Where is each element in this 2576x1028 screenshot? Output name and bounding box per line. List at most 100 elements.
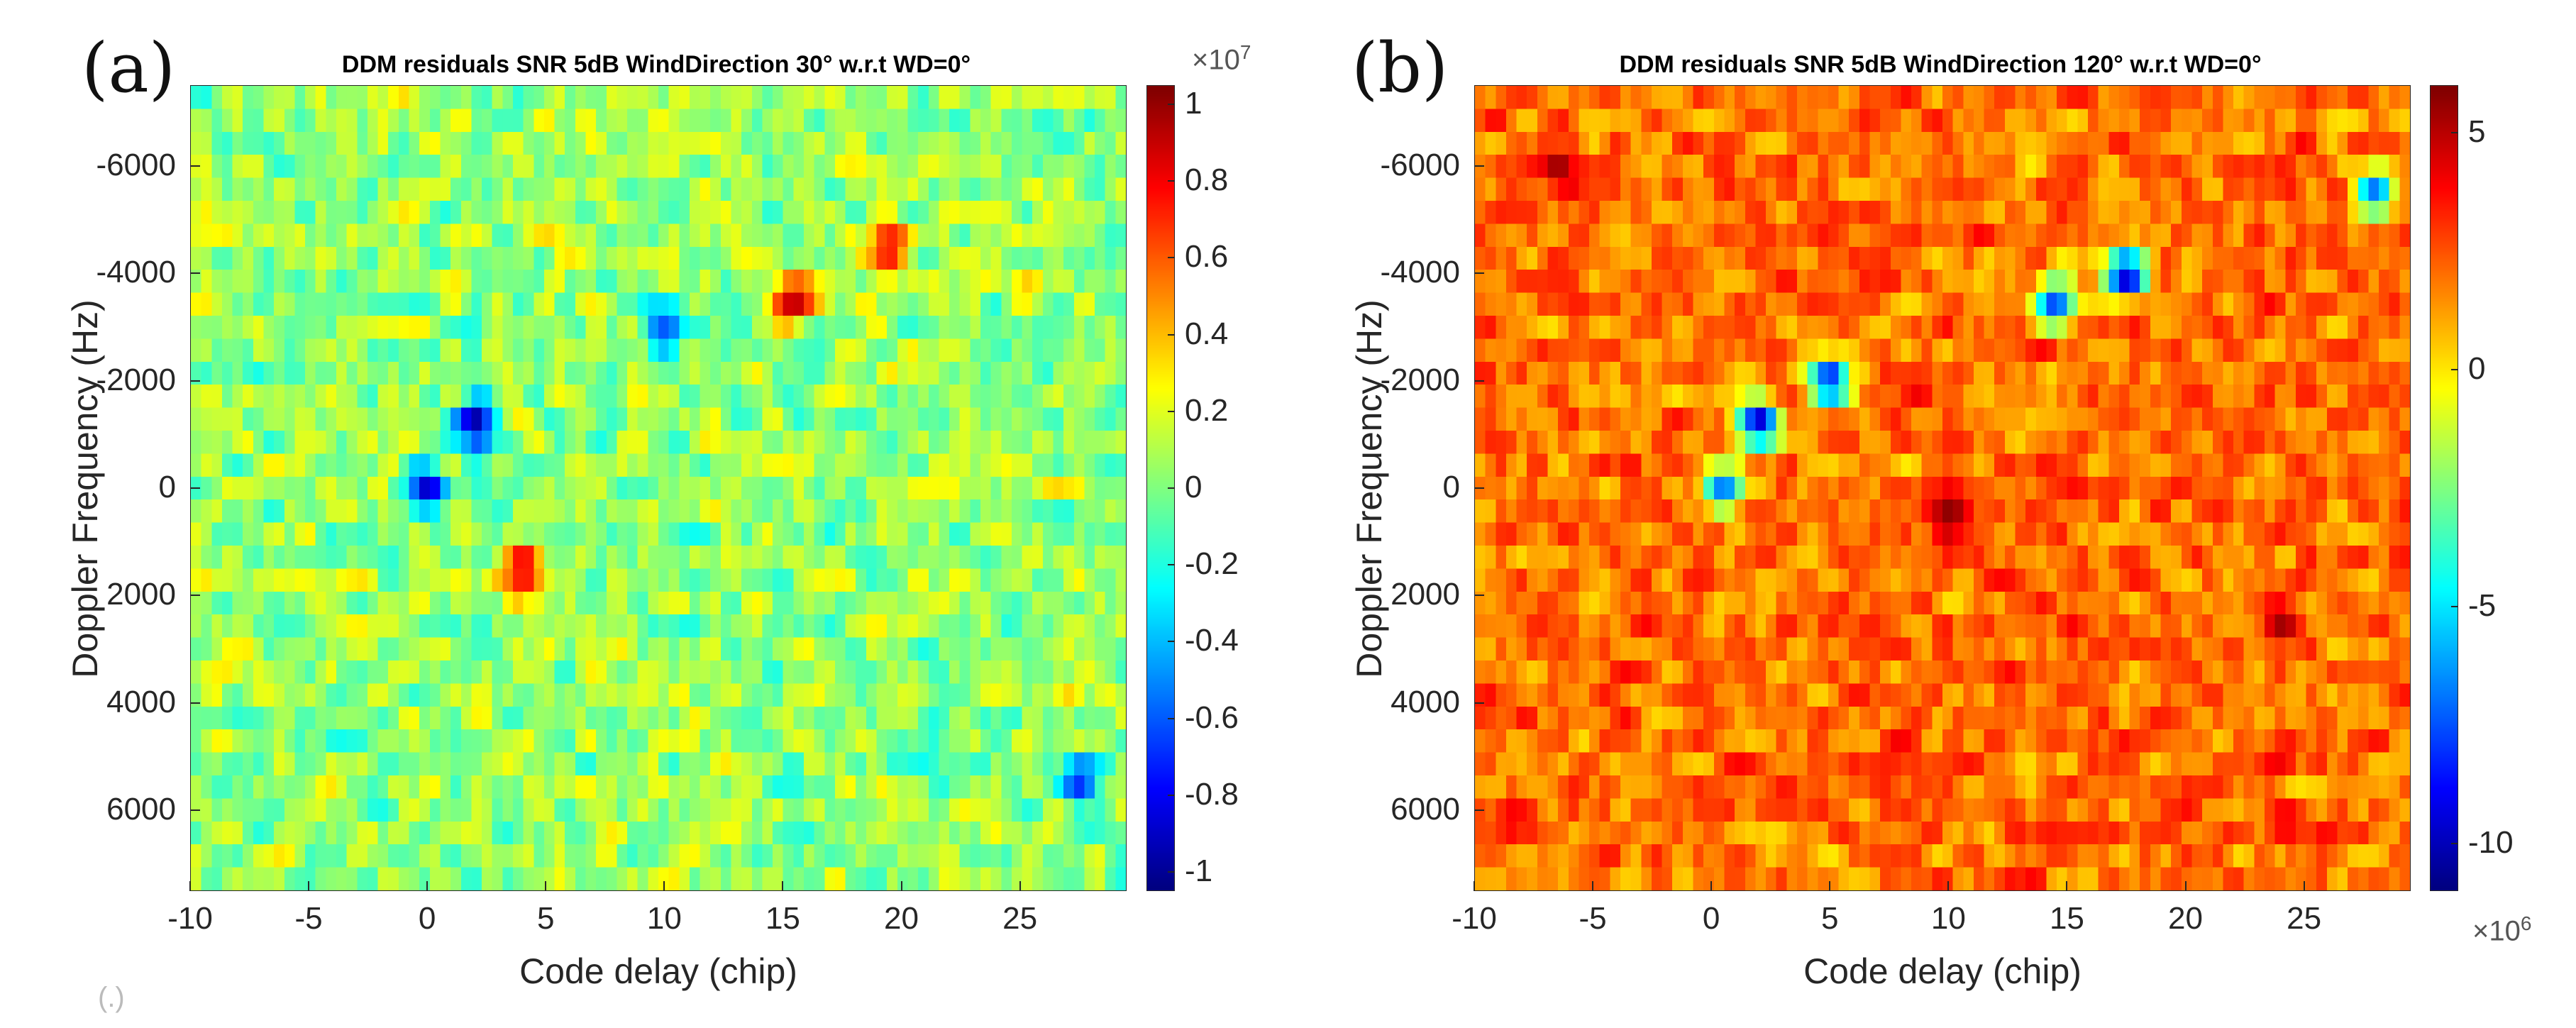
chart-title-a: DDM residuals SNR 5dB WindDirection 30° … bbox=[341, 51, 971, 78]
x-tick-label-a: -5 bbox=[294, 901, 323, 936]
y-tick-label-b: 4000 bbox=[1391, 684, 1460, 719]
y-tickmark-b bbox=[1474, 702, 1484, 704]
x-tick-label-a: 10 bbox=[646, 901, 682, 936]
colorbar-exponent-a: ×107 bbox=[1192, 41, 1251, 76]
colorbar-gradient-b bbox=[2431, 86, 2458, 890]
y-tickmark-a bbox=[190, 702, 200, 704]
y-tick-label-b: 6000 bbox=[1391, 792, 1460, 827]
x-tick-label-b: -5 bbox=[1579, 901, 1607, 936]
colorbar-tickmark-a bbox=[1168, 564, 1175, 566]
y-tickmark-b bbox=[1474, 487, 1484, 489]
x-tickmark-a bbox=[900, 881, 902, 891]
x-tick-label-b: 20 bbox=[2168, 901, 2203, 936]
colorbar-tick-label-a: -0.6 bbox=[1185, 700, 1239, 735]
x-tickmark-b bbox=[2066, 881, 2068, 891]
x-tickmark-b bbox=[2303, 881, 2305, 891]
colorbar-tickmark-a bbox=[1168, 104, 1175, 106]
y-tick-label-b: 0 bbox=[1442, 470, 1460, 504]
colorbar-tickmark-b bbox=[2451, 843, 2458, 845]
x-tick-label-b: 15 bbox=[2049, 901, 2084, 936]
x-axis-label-a: Code delay (chip) bbox=[519, 951, 797, 991]
x-tickmark-b bbox=[2184, 881, 2187, 891]
stray-caption-fragment: (.) bbox=[98, 982, 125, 1013]
colorbar-tickmark-a bbox=[1168, 410, 1175, 412]
y-tickmark-b bbox=[1474, 165, 1484, 167]
x-tick-label-b: 25 bbox=[2287, 901, 2322, 936]
y-tick-label-b: 2000 bbox=[1391, 577, 1460, 612]
colorbar-tick-label-a: 1 bbox=[1185, 86, 1203, 121]
colorbar-tickmark-a bbox=[1168, 794, 1175, 796]
y-tick-label-a: 6000 bbox=[106, 792, 176, 827]
y-tickmark-a bbox=[190, 595, 200, 597]
colorbar-tickmark-a bbox=[1168, 333, 1175, 336]
x-tick-label-a: 20 bbox=[884, 901, 919, 936]
x-tick-label-a: -10 bbox=[167, 901, 213, 936]
colorbar-tickmark-b bbox=[2451, 606, 2458, 608]
colorbar-tick-label-a: 0.4 bbox=[1185, 316, 1229, 351]
y-tickmark-a bbox=[190, 272, 200, 275]
x-tickmark-a bbox=[1019, 881, 1021, 891]
y-tick-label-a: 2000 bbox=[106, 577, 176, 612]
x-tick-label-a: 25 bbox=[1002, 901, 1038, 936]
colorbar-tickmark-a bbox=[1168, 487, 1175, 489]
y-tick-label-a: 0 bbox=[158, 470, 176, 504]
heatmap-canvas-b bbox=[1475, 86, 2410, 890]
heatmap-plot-b bbox=[1474, 85, 2411, 891]
colorbar-tick-label-a: 0.6 bbox=[1185, 239, 1229, 275]
x-tickmark-b bbox=[1710, 881, 1713, 891]
x-tickmark-a bbox=[308, 881, 310, 891]
y-tick-label-a: -4000 bbox=[96, 255, 176, 290]
y-tickmark-a bbox=[190, 165, 200, 167]
colorbar-tick-label-a: 0 bbox=[1185, 470, 1203, 504]
y-tickmark-b bbox=[1474, 272, 1484, 275]
x-tickmark-a bbox=[545, 881, 547, 891]
x-tick-label-b: -10 bbox=[1452, 901, 1497, 936]
colorbar-tickmark-b bbox=[2451, 368, 2458, 370]
colorbar-tick-label-a: 0.2 bbox=[1185, 392, 1229, 428]
heatmap-canvas-a bbox=[191, 86, 1126, 890]
x-tickmark-b bbox=[1474, 881, 1475, 891]
panel-label-a: (a) bbox=[82, 28, 176, 108]
y-tickmark-a bbox=[190, 487, 200, 489]
x-tickmark-a bbox=[426, 881, 429, 891]
panel-label-b: (b) bbox=[1351, 28, 1449, 108]
x-tickmark-b bbox=[1947, 881, 1950, 891]
colorbar-tickmark-a bbox=[1168, 180, 1175, 182]
y-tick-label-b: -6000 bbox=[1380, 147, 1460, 182]
x-tick-label-a: 15 bbox=[765, 901, 800, 936]
colorbar-tick-label-b: -5 bbox=[2468, 588, 2497, 624]
y-tickmark-b bbox=[1474, 595, 1484, 597]
y-tickmark-a bbox=[190, 809, 200, 812]
colorbar-tick-label-a: -0.2 bbox=[1185, 546, 1239, 582]
x-axis-label-b: Code delay (chip) bbox=[1803, 951, 2082, 991]
y-tickmark-b bbox=[1474, 809, 1484, 812]
y-tick-label-b: -2000 bbox=[1380, 362, 1460, 397]
x-tickmark-a bbox=[663, 881, 665, 891]
x-tickmark-a bbox=[189, 881, 191, 891]
x-tick-label-b: 5 bbox=[1821, 901, 1839, 936]
y-tick-label-a: -6000 bbox=[96, 147, 176, 182]
colorbar-tick-label-a: 0.8 bbox=[1185, 162, 1229, 198]
colorbar-exponent-b: ×106 bbox=[2472, 912, 2532, 947]
heatmap-plot-a bbox=[190, 85, 1127, 891]
colorbar-b bbox=[2430, 85, 2458, 891]
x-tick-label-b: 10 bbox=[1930, 901, 1966, 936]
colorbar-tickmark-a bbox=[1168, 641, 1175, 643]
x-tick-label-a: 5 bbox=[537, 901, 555, 936]
y-tick-label-b: -4000 bbox=[1380, 255, 1460, 290]
colorbar-tick-label-a: -0.8 bbox=[1185, 776, 1239, 812]
x-tickmark-b bbox=[1592, 881, 1594, 891]
x-tick-label-b: 0 bbox=[1702, 901, 1720, 936]
y-tickmark-a bbox=[190, 380, 200, 382]
colorbar-tick-label-a: -0.4 bbox=[1185, 623, 1239, 658]
chart-title-b: DDM residuals SNR 5dB WindDirection 120°… bbox=[1619, 51, 2262, 78]
x-tickmark-b bbox=[1829, 881, 1831, 891]
colorbar-tickmark-a bbox=[1168, 871, 1175, 873]
x-tick-label-a: 0 bbox=[418, 901, 436, 936]
x-tickmark-a bbox=[782, 881, 784, 891]
colorbar-tick-label-b: 0 bbox=[2468, 350, 2486, 386]
colorbar-tick-label-b: 5 bbox=[2468, 114, 2486, 149]
colorbar-tick-label-a: -1 bbox=[1185, 853, 1213, 888]
colorbar-tick-label-b: -10 bbox=[2468, 825, 2514, 861]
y-tickmark-b bbox=[1474, 380, 1484, 382]
